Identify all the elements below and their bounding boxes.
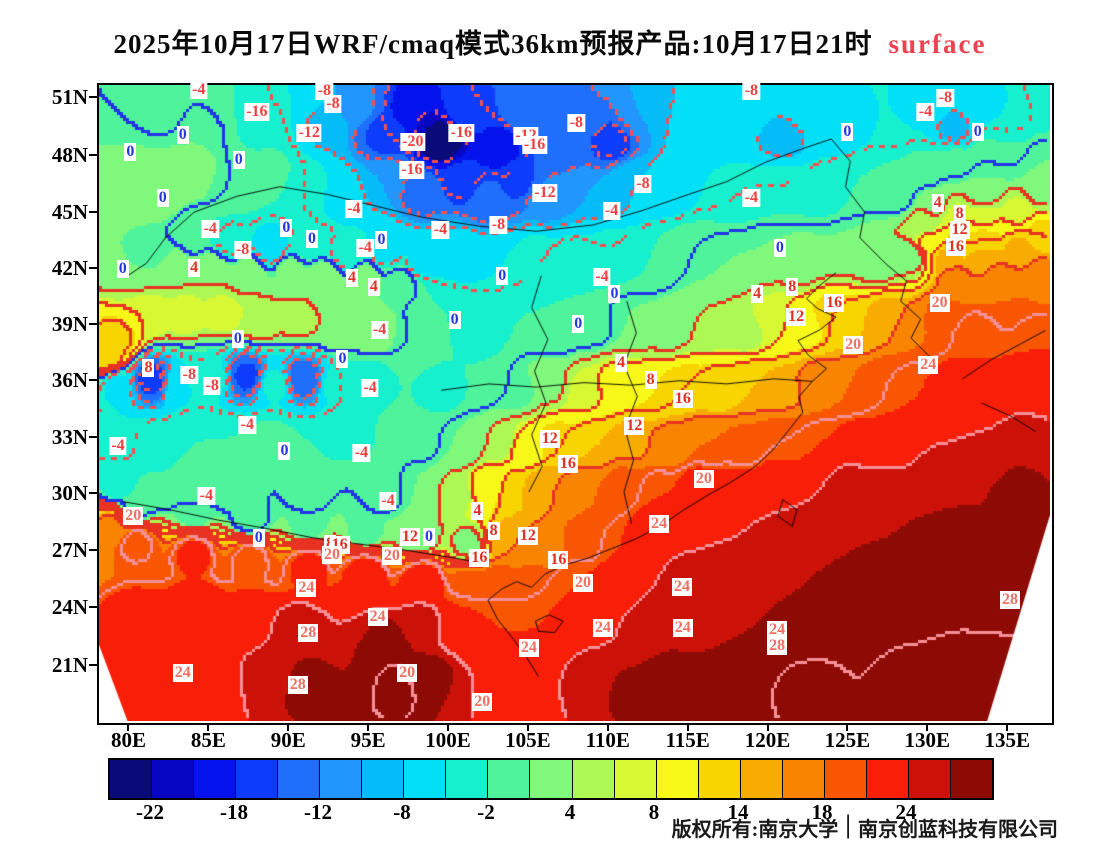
colorbar-segment: [446, 760, 489, 798]
colorbar-segment: [866, 760, 909, 798]
x-axis-label: 130E: [904, 728, 951, 752]
colorbar-tick-label: 8: [648, 800, 660, 824]
x-axis-label: 115E: [665, 728, 710, 752]
y-axis-label: 30N: [51, 481, 88, 506]
x-axis-tick: [127, 723, 130, 731]
colorbar-tick-label: 24: [895, 800, 917, 824]
colorbar-tick-label: 14: [727, 800, 749, 824]
x-axis-tick: [846, 723, 849, 731]
colorbar-segment: [698, 760, 741, 798]
map-canvas: [99, 85, 1050, 721]
x-axis-tick: [1006, 723, 1009, 731]
colorbar-segment: [404, 760, 447, 798]
copyright-company: 南京创蓝科技有限公司: [858, 818, 1058, 841]
y-axis-tick: [89, 153, 97, 156]
y-axis-tick: [89, 492, 97, 495]
y-axis-tick: [89, 323, 97, 326]
y-axis-tick: [89, 548, 97, 551]
page-title: 2025年10月17日WRF/cmaq模式36km预报产品:10月17日21时 s…: [0, 22, 1100, 61]
y-axis-label: 33N: [51, 425, 88, 450]
colorbar: [108, 758, 994, 800]
colorbar-tick-label: 18: [811, 800, 833, 824]
chart-title: 2025年10月17日WRF/cmaq模式36km预报产品:10月17日21时: [113, 29, 873, 59]
y-axis-tick: [89, 436, 97, 439]
x-axis-tick: [606, 723, 609, 731]
x-axis-tick: [766, 723, 769, 731]
colorbar-segment: [194, 760, 237, 798]
y-axis-tick: [89, 606, 97, 609]
y-axis-tick: [89, 211, 97, 214]
x-axis-label: 110E: [585, 728, 630, 752]
y-axis-label: 45N: [51, 200, 88, 225]
colorbar-tick-label: -2: [477, 800, 495, 824]
x-axis-label: 105E: [505, 728, 551, 752]
colorbar-segment: [656, 760, 699, 798]
x-axis-label: 125E: [824, 728, 871, 752]
colorbar-segment: [740, 760, 783, 798]
x-axis-tick: [367, 723, 370, 731]
x-axis-tick: [526, 723, 529, 731]
y-axis-label: 48N: [51, 142, 88, 167]
y-axis-tick: [89, 267, 97, 270]
y-axis-label: 21N: [51, 653, 88, 678]
colorbar-tick-label: -18: [220, 800, 248, 824]
y-axis-label: 24N: [51, 595, 88, 620]
colorbar-segment: [950, 760, 992, 798]
y-axis-label: 27N: [51, 537, 88, 562]
colorbar-segment: [110, 760, 153, 798]
colorbar-segment: [362, 760, 405, 798]
y-axis-label: 39N: [51, 312, 88, 337]
x-axis-label: 80E: [110, 728, 146, 752]
x-axis-label: 90E: [270, 728, 306, 752]
x-axis-tick: [207, 723, 210, 731]
x-axis-tick: [686, 723, 689, 731]
y-axis-tick: [89, 379, 97, 382]
y-axis-tick: [89, 664, 97, 667]
x-axis-label: 85E: [190, 728, 226, 752]
colorbar-segment: [152, 760, 195, 798]
y-axis-label: 51N: [51, 85, 88, 110]
copyright-footer: 版权所有:南京大学 | 南京创蓝科技有限公司: [671, 810, 1058, 842]
colorbar-segment: [614, 760, 657, 798]
copyright-owner: 版权所有:南京大学: [671, 818, 839, 841]
chart-title-variable: surface: [888, 29, 987, 59]
colorbar-segment: [782, 760, 825, 798]
colorbar-segment: [824, 760, 867, 798]
colorbar-segment: [908, 760, 951, 798]
y-axis-tick: [89, 96, 97, 99]
colorbar-tick-label: 4: [564, 800, 576, 824]
x-axis-label: 120E: [744, 728, 791, 752]
y-axis-label: 42N: [51, 256, 88, 281]
x-axis-tick: [287, 723, 290, 731]
colorbar-tick-label: -8: [393, 800, 411, 824]
x-axis-tick: [447, 723, 450, 731]
x-axis-label: 100E: [425, 728, 471, 752]
colorbar-segment: [320, 760, 363, 798]
y-axis-label: 36N: [51, 368, 88, 393]
colorbar-segment: [278, 760, 321, 798]
colorbar-tick-label: -12: [304, 800, 332, 824]
colorbar-segment: [572, 760, 615, 798]
colorbar-segment: [530, 760, 573, 798]
x-axis-label: 135E: [984, 728, 1030, 752]
x-axis-tick: [926, 723, 929, 731]
colorbar-segment: [488, 760, 531, 798]
colorbar-tick-label: -22: [136, 800, 164, 824]
x-axis-label: 95E: [350, 728, 386, 752]
copyright-separator-bar: |: [845, 810, 851, 839]
colorbar-segment: [236, 760, 279, 798]
